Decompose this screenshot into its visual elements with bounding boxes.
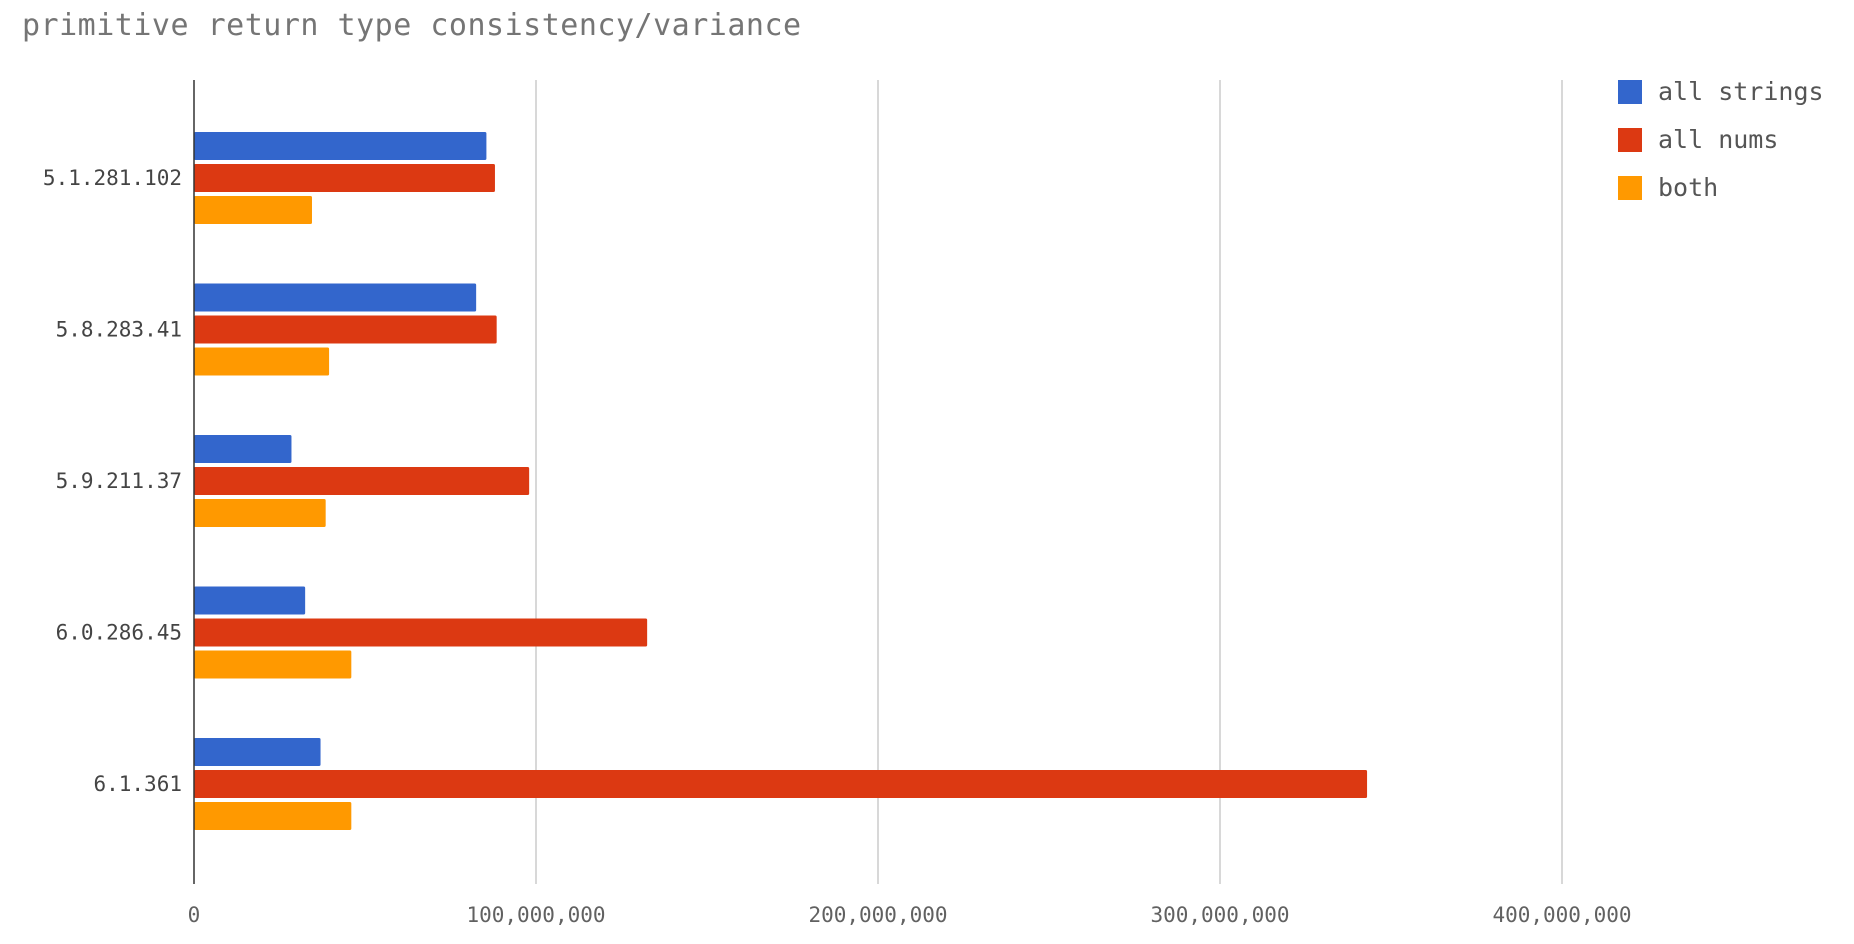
- legend-label: all nums: [1658, 125, 1778, 154]
- x-tick-label: 0: [188, 903, 201, 927]
- bars: [194, 132, 1368, 830]
- bar: [194, 132, 487, 160]
- bar: [194, 196, 312, 224]
- x-tick-label: 300,000,000: [1150, 903, 1289, 927]
- legend-label: all strings: [1658, 77, 1824, 106]
- bar: [194, 802, 352, 830]
- x-tick-label: 400,000,000: [1492, 903, 1631, 927]
- gridlines: [535, 80, 1563, 884]
- y-category-label: 5.9.211.37: [56, 469, 182, 493]
- bar: [194, 770, 1368, 798]
- bar: [194, 618, 648, 647]
- y-category-label: 6.0.286.45: [56, 621, 182, 645]
- x-tick-label: 200,000,000: [808, 903, 947, 927]
- bar: [194, 283, 477, 312]
- bar: [194, 586, 306, 615]
- bar: [194, 499, 326, 527]
- bar: [194, 347, 330, 376]
- legend-label: both: [1658, 173, 1718, 202]
- bar: [194, 738, 321, 766]
- bar: [194, 467, 530, 495]
- legend-swatch: [1618, 80, 1642, 104]
- chart-title: primitive return type consistency/varian…: [22, 8, 802, 43]
- bar: [194, 164, 495, 192]
- legend-swatch: [1618, 176, 1642, 200]
- bar: [194, 315, 497, 344]
- x-tick-label: 100,000,000: [466, 903, 605, 927]
- y-category-label: 5.1.281.102: [43, 166, 182, 190]
- bar: [194, 650, 352, 679]
- legend: all strings all nums both: [1618, 77, 1824, 202]
- y-category-label: 6.1.361: [93, 772, 182, 796]
- axes: 0 100,000,000 200,000,000 300,000,000 400,00…: [43, 80, 1632, 927]
- y-category-label: 5.8.283.41: [56, 318, 182, 342]
- bar: [194, 435, 292, 463]
- legend-swatch: [1618, 128, 1642, 152]
